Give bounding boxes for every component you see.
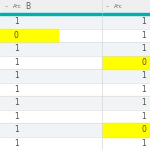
Text: Aᴮc: Aᴮc <box>114 4 123 9</box>
Bar <box>0 28 58 42</box>
Text: 1: 1 <box>141 85 146 94</box>
Bar <box>0 42 150 56</box>
Text: 0: 0 <box>141 125 146 134</box>
Text: 1: 1 <box>14 44 19 53</box>
Bar <box>0 15 150 28</box>
Text: 1: 1 <box>14 139 19 148</box>
Bar <box>0 96 150 110</box>
Text: 1: 1 <box>141 98 146 107</box>
Text: Aᴮc: Aᴮc <box>13 4 22 9</box>
Bar <box>0 69 150 82</box>
Text: 1: 1 <box>141 17 146 26</box>
Text: 1: 1 <box>141 44 146 53</box>
Bar <box>102 56 150 69</box>
Text: 1: 1 <box>14 98 19 107</box>
Bar <box>0 123 150 136</box>
Bar <box>0 56 150 69</box>
Bar <box>0 13 150 15</box>
Bar <box>102 123 150 136</box>
Text: 1: 1 <box>14 125 19 134</box>
Text: 1: 1 <box>141 31 146 40</box>
Text: 1: 1 <box>141 139 146 148</box>
Bar <box>0 0 150 13</box>
Text: 1: 1 <box>141 71 146 80</box>
Bar <box>0 82 150 96</box>
Bar <box>0 110 150 123</box>
Text: B: B <box>25 2 30 11</box>
Text: 0: 0 <box>141 58 146 67</box>
Text: 1: 1 <box>14 112 19 121</box>
Text: 1: 1 <box>14 17 19 26</box>
Text: 1: 1 <box>14 71 19 80</box>
Text: 1: 1 <box>141 112 146 121</box>
Text: –: – <box>106 4 109 9</box>
Bar <box>0 28 150 42</box>
Text: –: – <box>5 4 8 9</box>
Text: 0: 0 <box>14 31 19 40</box>
Text: 1: 1 <box>14 85 19 94</box>
Bar <box>0 136 150 150</box>
Text: 1: 1 <box>14 58 19 67</box>
